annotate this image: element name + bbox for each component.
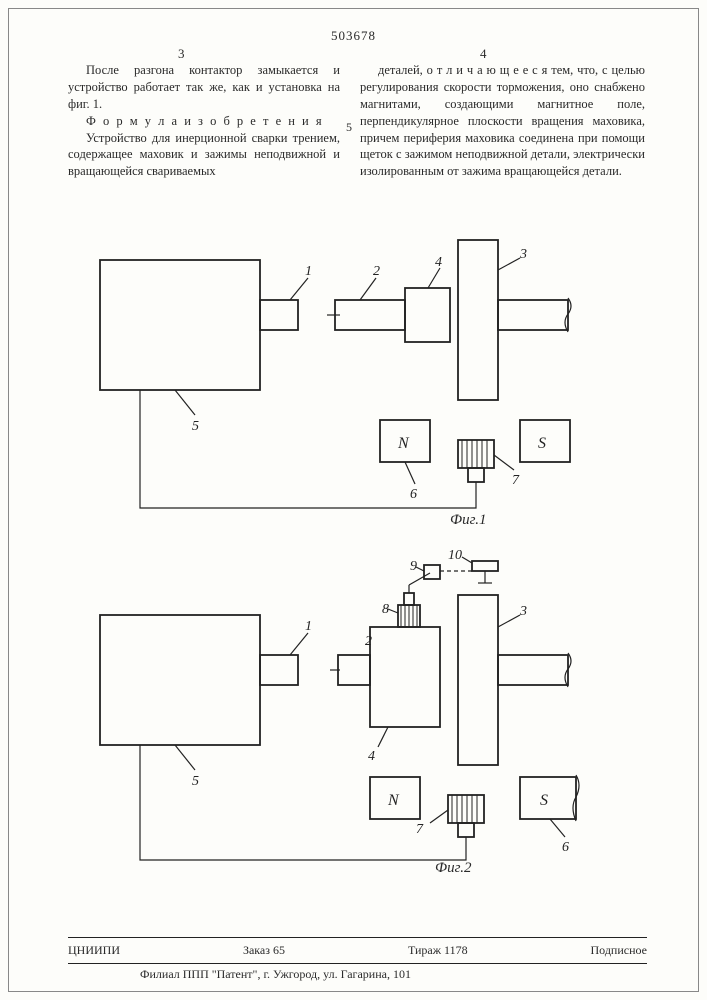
magnet-s-f2	[520, 777, 576, 819]
left-para-1: После разгона контактор замыкается и уст…	[68, 62, 340, 113]
footer-rule-1	[68, 937, 647, 938]
brush-7-f2	[448, 795, 484, 850]
brush-7	[458, 440, 494, 495]
magnet-n-label: N	[397, 435, 410, 452]
f2-label-5: 5	[192, 774, 199, 789]
wire	[140, 390, 476, 508]
f2-label-2: 2	[365, 634, 372, 649]
figure-1-svg: 1 5 2 4 3 N 6 S	[80, 240, 640, 530]
left-para-2: Устройство для инерционной сварки трение…	[68, 130, 340, 181]
shaft-right	[498, 300, 568, 330]
f2-label-7: 7	[416, 822, 424, 837]
label-4: 4	[435, 255, 442, 270]
block-10	[472, 561, 498, 583]
label-3: 3	[519, 247, 527, 262]
figure-2-svg: 1 5 2 4 8	[80, 555, 640, 875]
flywheel-3-f2	[458, 595, 498, 765]
shaft-2-f2	[338, 655, 370, 685]
margin-mark-5: 5	[346, 120, 352, 135]
f2-label-1: 1	[305, 619, 312, 634]
brush-8	[398, 593, 420, 627]
formula-heading: Ф о р м у л а и з о б р е т е н и я	[68, 113, 340, 130]
figure-1: 1 5 2 4 3 N 6 S	[80, 240, 640, 530]
label-1: 1	[305, 264, 312, 279]
block-1	[260, 300, 298, 330]
right-para-1: деталей, о т л и ч а ю щ е е с я тем, чт…	[360, 62, 645, 180]
footer-rule-2	[68, 963, 647, 964]
document-number: 503678	[331, 28, 376, 44]
footer-row: ЦНИИПИ Заказ 65 Тираж 1178 Подписное	[68, 943, 647, 958]
block-9	[424, 565, 440, 579]
right-column: деталей, о т л и ч а ю щ е е с я тем, чт…	[360, 62, 645, 180]
figure-2: 1 5 2 4 8	[80, 555, 640, 875]
magnet-n-label-f2: N	[387, 792, 400, 809]
f2-label-4: 4	[368, 749, 375, 764]
footer-address: Филиал ППП "Патент", г. Ужгород, ул. Гаг…	[140, 967, 411, 982]
f2-label-10: 10	[448, 548, 462, 563]
footer-order: Заказ 65	[243, 943, 285, 958]
page-num-right: 4	[480, 46, 487, 62]
magnet-s-label-f2: S	[540, 792, 548, 809]
f2-label-6: 6	[562, 840, 569, 855]
figure-1-caption: Фиг.1	[450, 512, 486, 529]
figure-2-caption: Фиг.2	[435, 860, 471, 877]
label-6: 6	[410, 487, 417, 502]
footer-tirazh: Тираж 1178	[408, 943, 468, 958]
shaft-right-f2	[498, 655, 568, 685]
block-5	[100, 260, 260, 390]
f2-label-9: 9	[410, 559, 417, 574]
label-7: 7	[512, 473, 520, 488]
block-1-f2	[260, 655, 298, 685]
magnet-s-label: S	[538, 435, 546, 452]
footer-org: ЦНИИПИ	[68, 943, 120, 958]
shaft-2	[335, 300, 405, 330]
left-column: После разгона контактор замыкается и уст…	[68, 62, 340, 180]
footer-sub: Подписное	[591, 943, 648, 958]
label-5: 5	[192, 419, 199, 434]
label-2: 2	[373, 264, 380, 279]
flywheel-3	[458, 240, 498, 400]
block-4-f2	[370, 627, 440, 727]
block-4	[405, 288, 450, 342]
page-num-left: 3	[178, 46, 185, 62]
block-5-f2	[100, 615, 260, 745]
f2-label-3: 3	[519, 604, 527, 619]
